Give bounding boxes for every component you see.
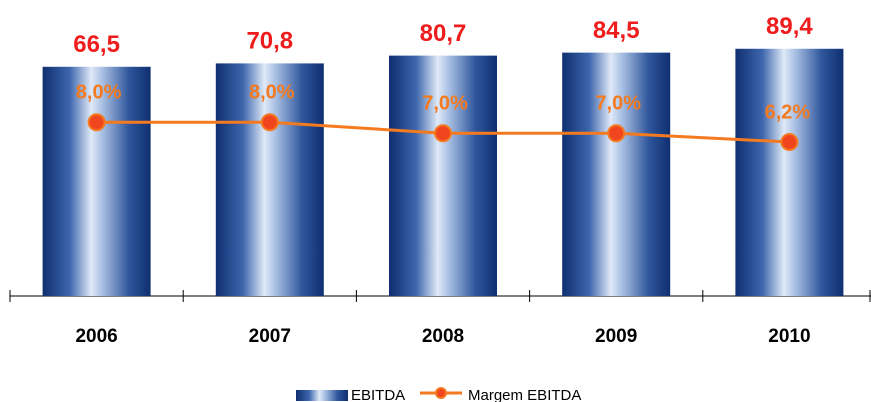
bar (389, 55, 497, 296)
bar (42, 66, 151, 297)
legend-swatch (296, 390, 348, 401)
line-marker (87, 113, 106, 132)
line-value-label: 6,2% (765, 101, 811, 123)
bar-value-label: 84,5 (593, 17, 640, 44)
x-tick-label: 2008 (422, 326, 464, 347)
legend-label: Margem EBITDA (468, 387, 581, 402)
line-marker (434, 124, 452, 143)
line-value-label: 8,0% (249, 82, 295, 104)
legend-label: EBITDA (351, 387, 405, 402)
bar (562, 52, 671, 296)
bar-value-label: 80,7 (420, 20, 467, 47)
line-marker (780, 133, 799, 152)
bar-value-label: 89,4 (766, 13, 813, 40)
legend-swatch (435, 387, 447, 399)
x-tick-label: 2007 (249, 326, 291, 347)
line-value-label: 7,0% (595, 93, 641, 115)
line-value-label: 8,0% (76, 82, 122, 104)
bar-value-label: 70,8 (246, 28, 293, 55)
x-tick-label: 2009 (595, 326, 637, 347)
line-value-label: 7,0% (422, 93, 468, 115)
x-tick-label: 2010 (768, 326, 810, 347)
x-tick-label: 2006 (75, 326, 117, 347)
line-marker (260, 113, 279, 132)
bar (735, 48, 844, 297)
line-marker (607, 124, 626, 143)
bar-value-label: 66,5 (73, 31, 120, 58)
bar (215, 63, 324, 297)
